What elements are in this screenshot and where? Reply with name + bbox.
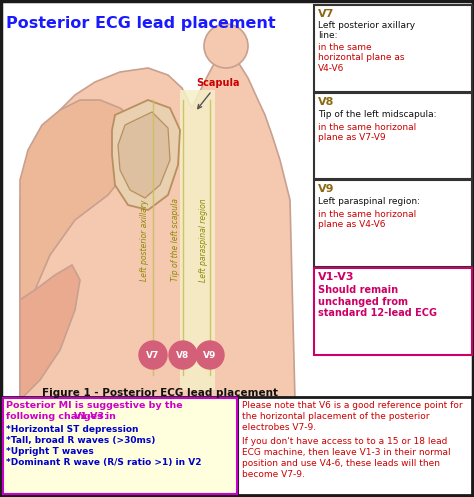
Text: Scapula: Scapula (196, 78, 240, 109)
Polygon shape (180, 90, 215, 390)
Text: V1-V3: V1-V3 (318, 272, 355, 282)
FancyBboxPatch shape (314, 5, 472, 92)
Polygon shape (112, 100, 180, 210)
Text: following changes in: following changes in (6, 412, 119, 421)
Text: become V7-9.: become V7-9. (242, 470, 305, 479)
Text: V7: V7 (146, 350, 160, 359)
Text: Left posterior axillary
line:: Left posterior axillary line: (318, 21, 415, 40)
Text: in the same
horizontal plane as
V4-V6: in the same horizontal plane as V4-V6 (318, 43, 404, 73)
Text: Figure 1 - Posterior ECG lead placement: Figure 1 - Posterior ECG lead placement (42, 388, 278, 398)
FancyBboxPatch shape (2, 397, 472, 495)
Circle shape (139, 341, 167, 369)
Text: in the same horizonal
plane as V4-V6: in the same horizonal plane as V4-V6 (318, 210, 416, 230)
Circle shape (196, 341, 224, 369)
Text: Left paraspinal region:: Left paraspinal region: (318, 197, 420, 206)
FancyBboxPatch shape (314, 268, 472, 355)
Text: V8: V8 (318, 97, 334, 107)
Text: Left posterior axillary: Left posterior axillary (140, 199, 149, 281)
Text: position and use V4-6, these leads will then: position and use V4-6, these leads will … (242, 459, 440, 468)
Text: Tip of the left midscapula:: Tip of the left midscapula: (318, 110, 437, 119)
Text: *Tall, broad R waves (>30ms): *Tall, broad R waves (>30ms) (6, 436, 155, 445)
Text: Left paraspinal region: Left paraspinal region (200, 198, 209, 282)
Text: Posterior MI is suggestive by the: Posterior MI is suggestive by the (6, 401, 182, 410)
Text: electrobes V7-9.: electrobes V7-9. (242, 423, 316, 432)
Circle shape (204, 24, 248, 68)
Polygon shape (118, 112, 170, 198)
Text: V8: V8 (176, 350, 190, 359)
Polygon shape (20, 58, 295, 400)
Text: Should remain
unchanged from
standard 12-lead ECG: Should remain unchanged from standard 12… (318, 285, 437, 318)
FancyBboxPatch shape (314, 93, 472, 179)
Text: V1-V3:: V1-V3: (74, 412, 109, 421)
Text: ECG machine, then leave V1-3 in their normal: ECG machine, then leave V1-3 in their no… (242, 448, 451, 457)
Text: V9: V9 (203, 350, 217, 359)
Text: Tip of the left scapula: Tip of the left scapula (172, 199, 181, 281)
Text: *Dominant R wave (R/S ratio >1) in V2: *Dominant R wave (R/S ratio >1) in V2 (6, 458, 201, 467)
FancyBboxPatch shape (314, 180, 472, 267)
FancyBboxPatch shape (3, 398, 237, 494)
Text: *Upright T waves: *Upright T waves (6, 447, 94, 456)
Polygon shape (20, 100, 138, 300)
Text: If you don't have access to to a 15 or 18 lead: If you don't have access to to a 15 or 1… (242, 437, 447, 446)
Text: V7: V7 (318, 9, 334, 19)
Text: in the same horizonal
plane as V7-V9: in the same horizonal plane as V7-V9 (318, 123, 416, 143)
Text: the horizontal placement of the posterior: the horizontal placement of the posterio… (242, 412, 429, 421)
Text: Posterior ECG lead placement: Posterior ECG lead placement (6, 16, 275, 31)
Circle shape (169, 341, 197, 369)
Text: V9: V9 (318, 184, 335, 194)
Text: Please note that V6 is a good reference point for: Please note that V6 is a good reference … (242, 401, 463, 410)
Text: *Horizontal ST depression: *Horizontal ST depression (6, 425, 138, 434)
Polygon shape (20, 265, 80, 400)
